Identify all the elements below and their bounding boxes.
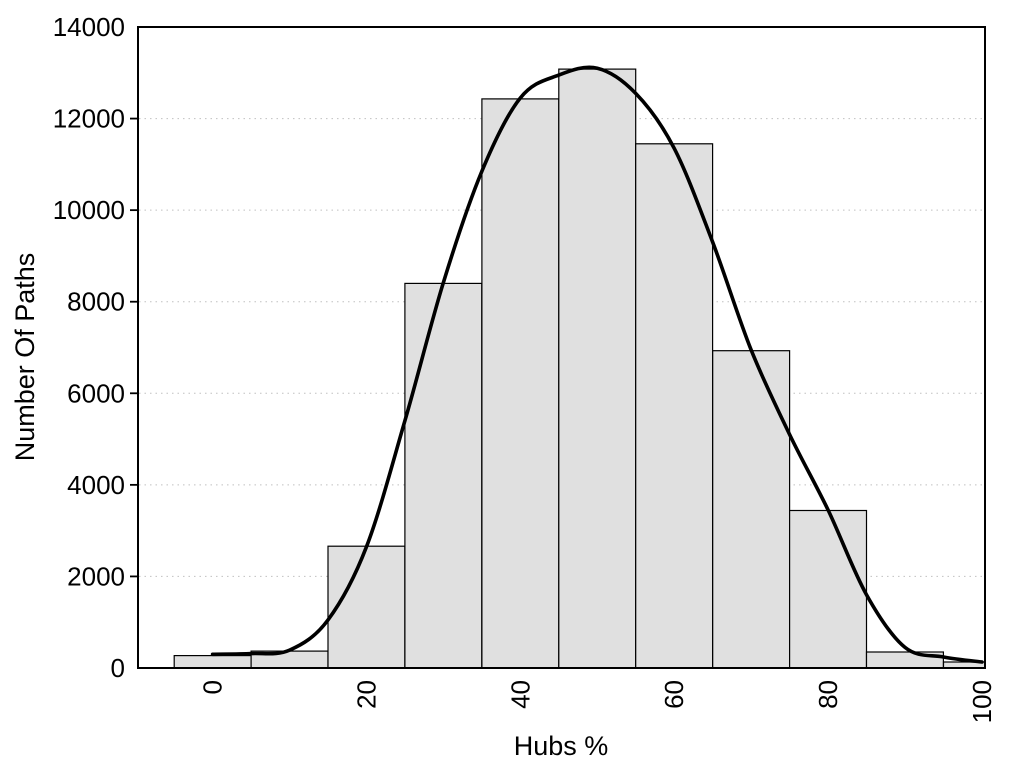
density-curve-path: [210, 65, 984, 664]
histogram-bar: [173, 654, 252, 669]
y-axis-ticks: [130, 117, 138, 578]
density-curve: [210, 65, 984, 664]
y-tick-label: 6000: [67, 378, 125, 408]
y-tick-label: 8000: [67, 287, 125, 317]
y-axis-title: Number Of Paths: [10, 253, 40, 462]
histogram-bar: [558, 68, 637, 669]
y-tick-label: 10000: [53, 195, 125, 225]
y-tick-label: 12000: [53, 104, 125, 134]
x-tick-label: 20: [352, 680, 382, 709]
y-tick-label: 4000: [67, 470, 125, 500]
histogram-bar: [712, 350, 791, 669]
x-tick-label: 0: [198, 680, 228, 694]
histogram-bar: [327, 545, 406, 669]
y-tick-label: 14000: [53, 12, 125, 42]
y-tick-label: 0: [111, 653, 125, 683]
x-tick-label: 60: [659, 680, 689, 709]
histogram-bar: [788, 509, 868, 669]
y-tick-label: 2000: [67, 561, 125, 591]
x-axis-tick-labels: 0 20 40 60 80 100: [198, 680, 997, 723]
histogram-bar: [481, 98, 560, 669]
x-axis-title: Hubs %: [514, 731, 609, 761]
plot-border: [137, 26, 986, 669]
histogram-bar: [635, 143, 714, 669]
histogram-bar: [404, 282, 483, 669]
x-tick-label: 80: [813, 680, 843, 709]
x-tick-label: 100: [967, 680, 997, 723]
histogram-bars: [173, 68, 986, 669]
x-tick-label: 40: [505, 680, 535, 709]
y-axis-tick-labels: 0 2000 4000 6000 8000 10000 12000 14000: [53, 12, 125, 683]
